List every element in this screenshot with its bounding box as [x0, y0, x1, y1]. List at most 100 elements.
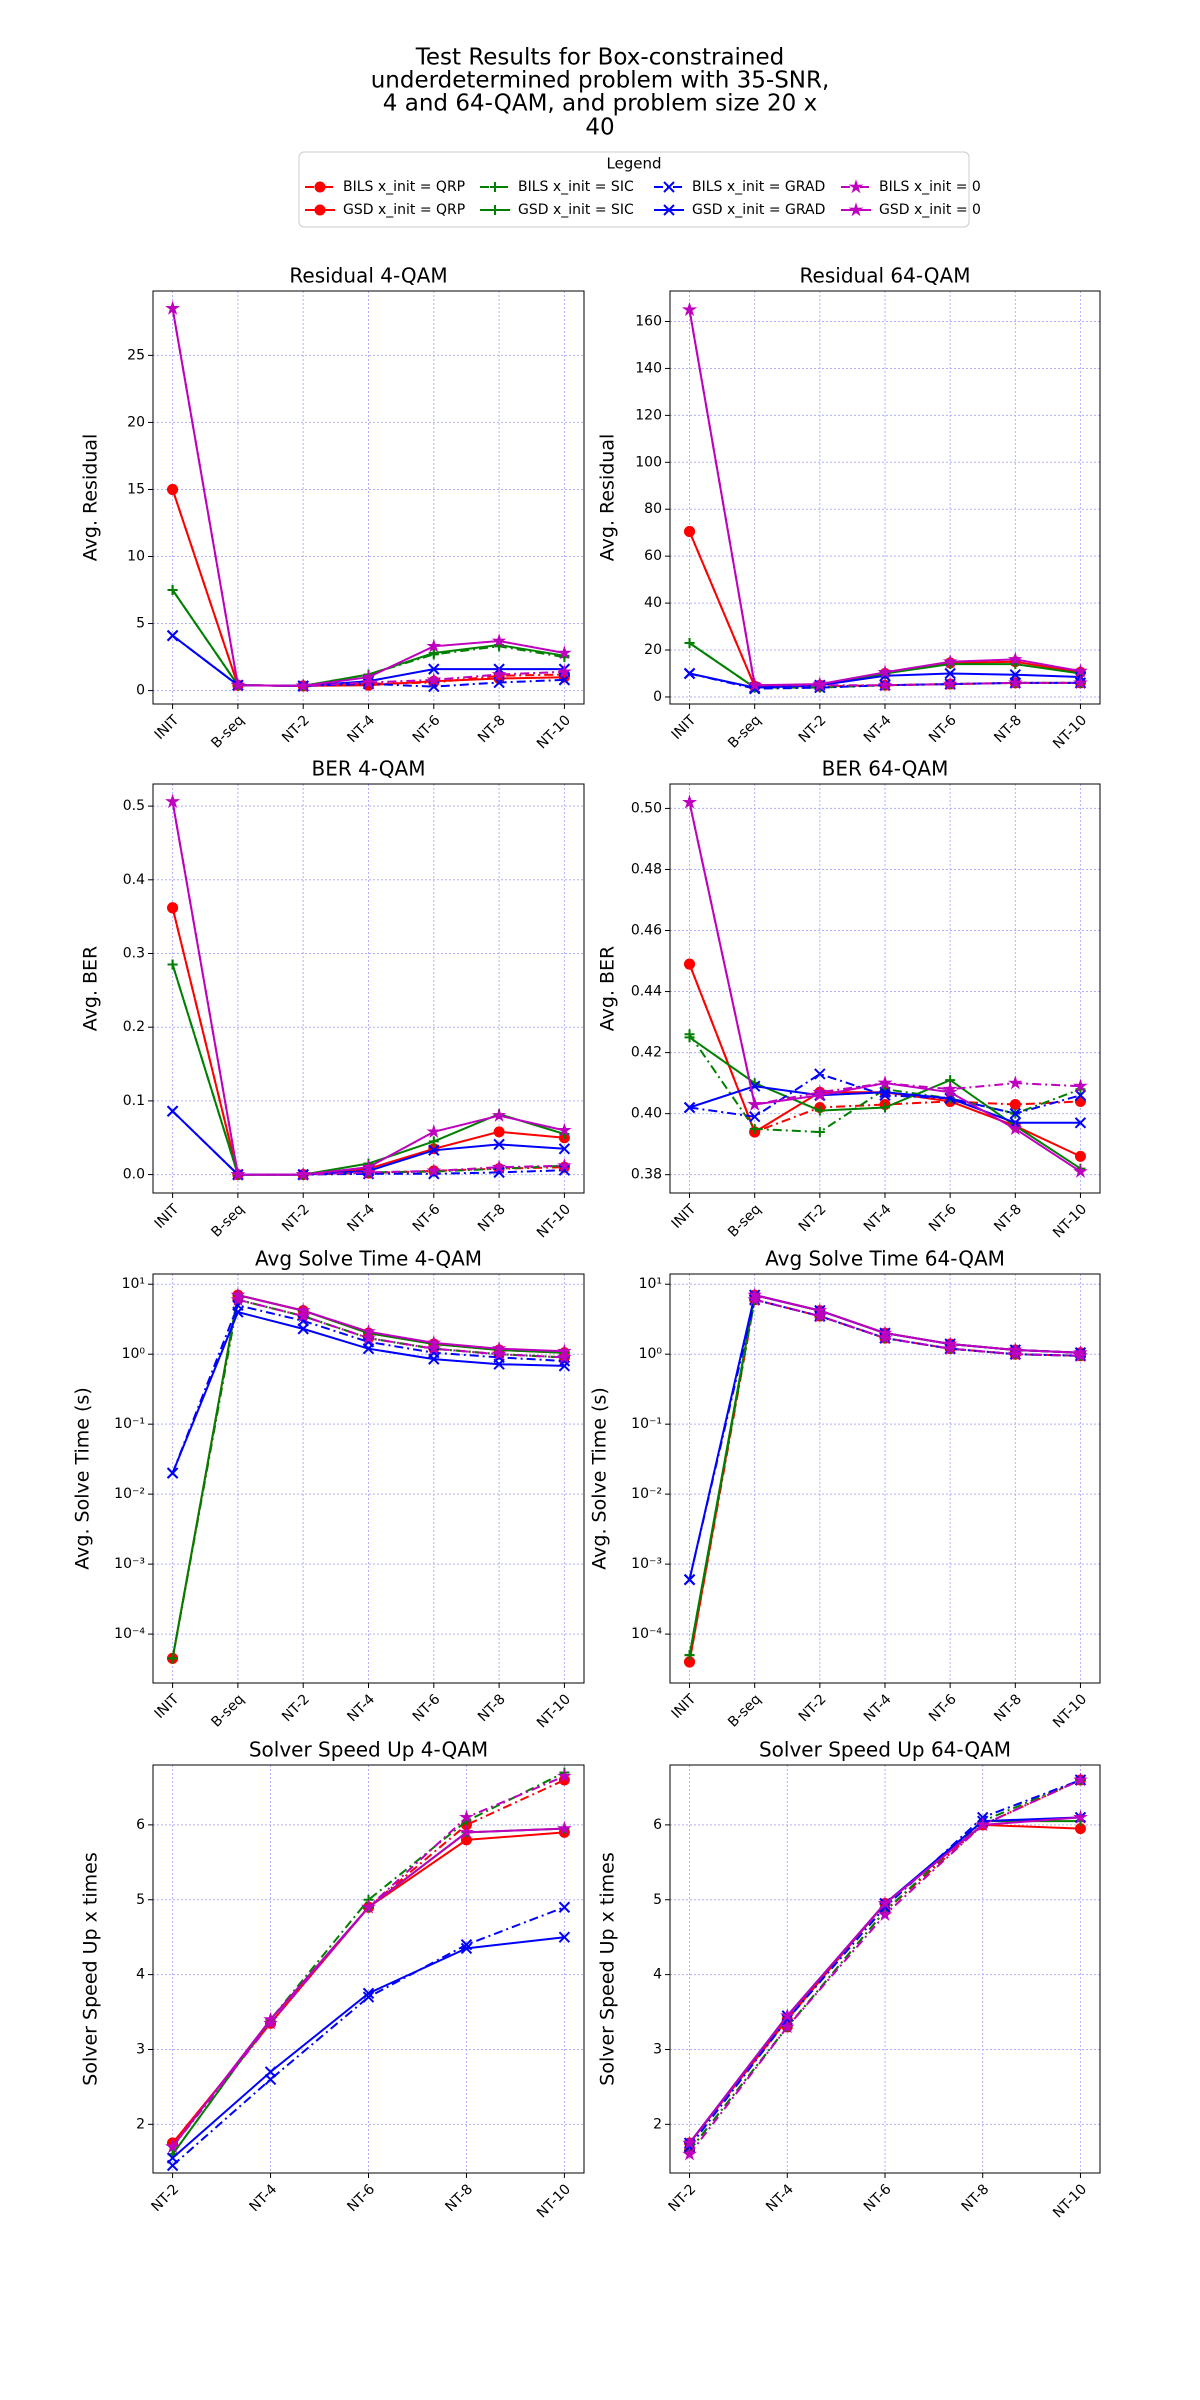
marker: [942, 1336, 958, 1351]
axes-frame: [152, 1764, 585, 2174]
marker: [493, 1358, 505, 1370]
y-axis-label: Avg. Residual: [597, 434, 619, 562]
y-tick-label: 10⁻¹: [631, 1416, 662, 1432]
y-tick-label: 15: [127, 481, 145, 497]
x-tick-label: NT-8: [475, 1201, 509, 1235]
marker: [558, 1143, 571, 1155]
x-tick-label: INIT: [669, 712, 700, 743]
marker: [493, 1126, 505, 1138]
marker: [230, 1287, 246, 1302]
marker: [684, 1650, 695, 1661]
marker: [877, 664, 893, 679]
x-tick-label: INIT: [669, 1201, 700, 1232]
marker: [295, 1166, 311, 1181]
axes-frame: [669, 290, 1101, 705]
y-tick-label: 0.4: [123, 872, 145, 888]
x-tick-label: NT-10: [534, 1691, 574, 1731]
marker: [684, 526, 696, 538]
marker: [944, 667, 956, 680]
y-tick-label: 10: [127, 549, 145, 565]
marker: [975, 1817, 990, 1832]
x-tick-label: NT-8: [959, 2181, 993, 2215]
marker: [491, 633, 507, 648]
subplot-title: Solver Speed Up 4-QAM: [249, 1738, 488, 1762]
marker: [663, 204, 675, 216]
x-tick-label: NT-6: [410, 1691, 444, 1725]
marker: [1073, 1163, 1088, 1178]
marker: [165, 300, 180, 315]
marker: [1008, 651, 1023, 666]
y-axis-label: Avg. Solve Time (s): [72, 1387, 94, 1569]
legend-label: GSD x_init = 0: [879, 202, 981, 218]
y-axis-label: Avg. BER: [597, 946, 619, 1032]
series-line: [237, 1294, 565, 1353]
x-tick-label: NT-8: [991, 1691, 1025, 1725]
x-tick-label: NT-6: [926, 712, 960, 746]
marker: [166, 1105, 179, 1117]
subplot: BER 4-QAM Avg. BER 0.0 0.1 0.2 0.3 0.4 0.5 INIT B…: [80, 757, 585, 1241]
marker: [166, 2152, 179, 2164]
legend-label: GSD x_init = SIC: [518, 202, 634, 218]
legend-title: Legend: [606, 155, 661, 173]
series-line: [171, 308, 565, 687]
marker: [663, 181, 675, 193]
subplot: Residual 64-QAM Avg. Residual 0 20 40 60 80 100…: [597, 264, 1101, 752]
axes-frame: [152, 783, 585, 1194]
series-line: [171, 308, 565, 687]
x-tick-label: NT-2: [149, 2181, 183, 2215]
marker: [295, 678, 311, 693]
subplot-title: Solver Speed Up 64-QAM: [759, 1738, 1011, 1762]
x-tick-label: NT-8: [475, 1691, 509, 1725]
y-axis-label: Avg. BER: [80, 946, 102, 1032]
marker: [361, 1324, 376, 1338]
y-tick-label: 0.42: [631, 1045, 662, 1061]
marker: [942, 1084, 958, 1099]
x-tick-label: NT-10: [1050, 2181, 1090, 2221]
marker: [683, 1573, 696, 1586]
marker: [297, 1323, 309, 1335]
marker: [428, 1353, 440, 1365]
y-tick-label: 0.2: [123, 1019, 145, 1035]
marker: [1008, 675, 1023, 690]
marker: [426, 1335, 442, 1350]
x-tick-label: B-seq: [208, 1201, 247, 1240]
marker: [1073, 1345, 1088, 1359]
y-axis-label: Avg. Residual: [80, 434, 102, 562]
y-tick-label: 10⁻²: [631, 1486, 662, 1502]
x-tick-label: B-seq: [725, 1201, 764, 1240]
axes-frame: [669, 1764, 1101, 2174]
figure-title: underdetermined problem with 35-SNR,: [371, 68, 830, 94]
x-tick-label: NT-10: [1050, 1201, 1090, 1241]
marker: [230, 1166, 246, 1181]
marker: [426, 638, 442, 653]
x-tick-label: NT-4: [344, 1691, 378, 1725]
marker: [232, 1306, 244, 1318]
y-tick-label: 10¹: [639, 1276, 662, 1292]
y-tick-label: 10⁻²: [114, 1486, 145, 1502]
x-tick-label: NT-2: [279, 1201, 313, 1235]
marker: [557, 1820, 572, 1835]
marker: [167, 585, 178, 596]
x-tick-label: NT-4: [861, 712, 895, 746]
marker: [814, 1126, 825, 1137]
y-tick-label: 0.5: [123, 798, 145, 814]
subplot: Avg Solve Time 4-QAM Avg. Solve Time (s) 1…: [72, 1247, 585, 1731]
marker: [167, 902, 179, 914]
figure-title: 40: [585, 115, 614, 141]
marker: [426, 1163, 442, 1178]
marker: [848, 179, 864, 194]
marker: [165, 794, 180, 808]
subplot-title: Avg Solve Time 4-QAM: [255, 1247, 482, 1271]
y-tick-label: 0.3: [123, 945, 145, 961]
x-tick-label: NT-2: [796, 1201, 830, 1235]
x-tick-label: NT-10: [534, 2181, 574, 2221]
y-tick-label: 6: [136, 1817, 145, 1833]
subplot: Avg Solve Time 64-QAM Avg. Solve Time (s)…: [589, 1247, 1101, 1731]
marker: [491, 1341, 507, 1355]
y-tick-label: 100: [635, 454, 662, 470]
legend-label: GSD x_init = QRP: [343, 202, 465, 218]
y-tick-label: 0.50: [631, 800, 662, 816]
marker: [264, 2066, 277, 2078]
x-tick-label: NT-4: [344, 1201, 378, 1235]
